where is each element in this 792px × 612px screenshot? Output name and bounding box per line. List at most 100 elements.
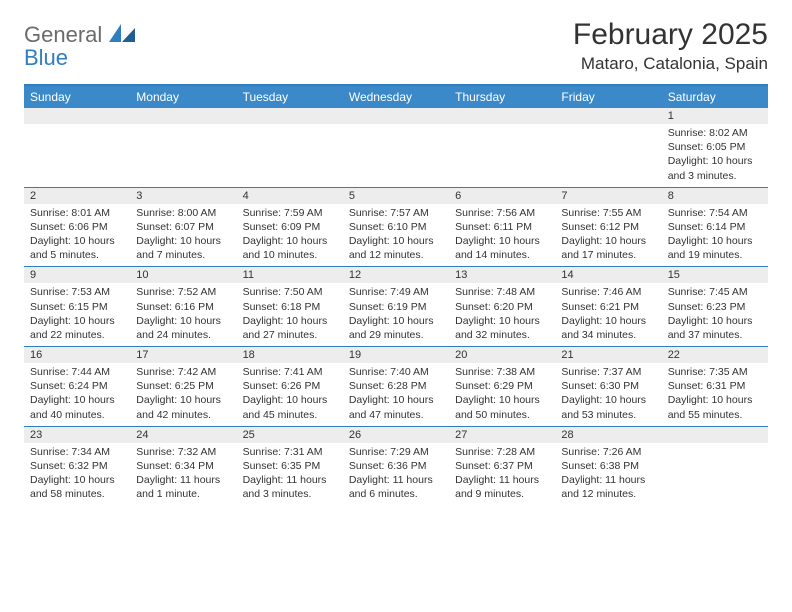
daylight-text: Daylight: 10 hours and 19 minutes. [668, 234, 762, 262]
sunset-text: Sunset: 6:24 PM [30, 379, 124, 393]
sunrise-text: Sunrise: 8:01 AM [30, 206, 124, 220]
sunset-text: Sunset: 6:16 PM [136, 300, 230, 314]
sunrise-text: Sunrise: 7:35 AM [668, 365, 762, 379]
day-number [24, 108, 130, 124]
calendar-day-cell: 25Sunrise: 7:31 AMSunset: 6:35 PMDayligh… [237, 427, 343, 506]
day-number: 19 [343, 347, 449, 363]
sunset-text: Sunset: 6:37 PM [455, 459, 549, 473]
sunset-text: Sunset: 6:19 PM [349, 300, 443, 314]
daylight-text: Daylight: 10 hours and 17 minutes. [561, 234, 655, 262]
day-body: Sunrise: 8:01 AMSunset: 6:06 PMDaylight:… [24, 204, 130, 267]
logo-word-blue: Blue [24, 45, 68, 70]
sunrise-text: Sunrise: 7:55 AM [561, 206, 655, 220]
weeks-container: 1Sunrise: 8:02 AMSunset: 6:05 PMDaylight… [24, 108, 768, 505]
calendar-week-row: 9Sunrise: 7:53 AMSunset: 6:15 PMDaylight… [24, 266, 768, 346]
day-number: 22 [662, 347, 768, 363]
calendar-day-cell: 14Sunrise: 7:46 AMSunset: 6:21 PMDayligh… [555, 267, 661, 346]
calendar-day-cell [449, 108, 555, 187]
day-body: Sunrise: 7:28 AMSunset: 6:37 PMDaylight:… [449, 443, 555, 506]
day-number [343, 108, 449, 124]
day-body: Sunrise: 7:56 AMSunset: 6:11 PMDaylight:… [449, 204, 555, 267]
calendar-day-cell: 9Sunrise: 7:53 AMSunset: 6:15 PMDaylight… [24, 267, 130, 346]
sunset-text: Sunset: 6:11 PM [455, 220, 549, 234]
sunset-text: Sunset: 6:35 PM [243, 459, 337, 473]
sunrise-text: Sunrise: 7:45 AM [668, 285, 762, 299]
day-number [237, 108, 343, 124]
daylight-text: Daylight: 10 hours and 29 minutes. [349, 314, 443, 342]
calendar-day-cell: 2Sunrise: 8:01 AMSunset: 6:06 PMDaylight… [24, 188, 130, 267]
daylight-text: Daylight: 10 hours and 3 minutes. [668, 154, 762, 182]
day-body: Sunrise: 7:49 AMSunset: 6:19 PMDaylight:… [343, 283, 449, 346]
day-number [449, 108, 555, 124]
calendar-day-cell: 24Sunrise: 7:32 AMSunset: 6:34 PMDayligh… [130, 427, 236, 506]
calendar-day-cell [237, 108, 343, 187]
daylight-text: Daylight: 10 hours and 12 minutes. [349, 234, 443, 262]
sunrise-text: Sunrise: 7:54 AM [668, 206, 762, 220]
calendar-day-cell: 17Sunrise: 7:42 AMSunset: 6:25 PMDayligh… [130, 347, 236, 426]
day-number: 1 [662, 108, 768, 124]
day-body: Sunrise: 7:44 AMSunset: 6:24 PMDaylight:… [24, 363, 130, 426]
sunset-text: Sunset: 6:32 PM [30, 459, 124, 473]
calendar-week-row: 16Sunrise: 7:44 AMSunset: 6:24 PMDayligh… [24, 346, 768, 426]
sunrise-text: Sunrise: 7:31 AM [243, 445, 337, 459]
day-number: 16 [24, 347, 130, 363]
day-body: Sunrise: 7:32 AMSunset: 6:34 PMDaylight:… [130, 443, 236, 506]
sunset-text: Sunset: 6:26 PM [243, 379, 337, 393]
calendar-day-cell: 12Sunrise: 7:49 AMSunset: 6:19 PMDayligh… [343, 267, 449, 346]
daylight-text: Daylight: 10 hours and 27 minutes. [243, 314, 337, 342]
sunset-text: Sunset: 6:10 PM [349, 220, 443, 234]
calendar-day-cell: 16Sunrise: 7:44 AMSunset: 6:24 PMDayligh… [24, 347, 130, 426]
calendar-week-row: 2Sunrise: 8:01 AMSunset: 6:06 PMDaylight… [24, 187, 768, 267]
calendar-day-cell: 7Sunrise: 7:55 AMSunset: 6:12 PMDaylight… [555, 188, 661, 267]
calendar-week-row: 23Sunrise: 7:34 AMSunset: 6:32 PMDayligh… [24, 426, 768, 506]
calendar-day-cell: 19Sunrise: 7:40 AMSunset: 6:28 PMDayligh… [343, 347, 449, 426]
day-body [237, 124, 343, 130]
daylight-text: Daylight: 11 hours and 6 minutes. [349, 473, 443, 501]
calendar-day-cell [662, 427, 768, 506]
daylight-text: Daylight: 10 hours and 37 minutes. [668, 314, 762, 342]
daylight-text: Daylight: 10 hours and 50 minutes. [455, 393, 549, 421]
day-body: Sunrise: 7:54 AMSunset: 6:14 PMDaylight:… [662, 204, 768, 267]
day-body: Sunrise: 7:45 AMSunset: 6:23 PMDaylight:… [662, 283, 768, 346]
calendar-day-cell: 3Sunrise: 8:00 AMSunset: 6:07 PMDaylight… [130, 188, 236, 267]
sunset-text: Sunset: 6:14 PM [668, 220, 762, 234]
sunset-text: Sunset: 6:25 PM [136, 379, 230, 393]
calendar-day-cell: 15Sunrise: 7:45 AMSunset: 6:23 PMDayligh… [662, 267, 768, 346]
daylight-text: Daylight: 10 hours and 10 minutes. [243, 234, 337, 262]
calendar-day-cell [343, 108, 449, 187]
day-body: Sunrise: 7:57 AMSunset: 6:10 PMDaylight:… [343, 204, 449, 267]
weekday-header: Wednesday [343, 86, 449, 108]
sunrise-text: Sunrise: 7:37 AM [561, 365, 655, 379]
day-number: 23 [24, 427, 130, 443]
sunrise-text: Sunrise: 7:57 AM [349, 206, 443, 220]
weekday-header: Saturday [662, 86, 768, 108]
day-body [24, 124, 130, 130]
calendar-day-cell: 8Sunrise: 7:54 AMSunset: 6:14 PMDaylight… [662, 188, 768, 267]
sunrise-text: Sunrise: 7:42 AM [136, 365, 230, 379]
day-number [130, 108, 236, 124]
logo-text-block: General Blue [24, 24, 135, 70]
sunrise-text: Sunrise: 7:29 AM [349, 445, 443, 459]
sunrise-text: Sunrise: 8:02 AM [668, 126, 762, 140]
sunrise-text: Sunrise: 7:40 AM [349, 365, 443, 379]
sunset-text: Sunset: 6:30 PM [561, 379, 655, 393]
day-number: 5 [343, 188, 449, 204]
weekday-header: Friday [555, 86, 661, 108]
calendar-day-cell [24, 108, 130, 187]
sunrise-text: Sunrise: 7:46 AM [561, 285, 655, 299]
day-number: 11 [237, 267, 343, 283]
day-number: 9 [24, 267, 130, 283]
day-number: 15 [662, 267, 768, 283]
day-body: Sunrise: 7:31 AMSunset: 6:35 PMDaylight:… [237, 443, 343, 506]
sunrise-text: Sunrise: 7:41 AM [243, 365, 337, 379]
sunrise-text: Sunrise: 7:49 AM [349, 285, 443, 299]
day-body: Sunrise: 7:41 AMSunset: 6:26 PMDaylight:… [237, 363, 343, 426]
daylight-text: Daylight: 11 hours and 9 minutes. [455, 473, 549, 501]
daylight-text: Daylight: 10 hours and 7 minutes. [136, 234, 230, 262]
sunrise-text: Sunrise: 7:56 AM [455, 206, 549, 220]
page-header: General Blue February 2025 Mataro, Catal… [24, 18, 768, 74]
day-body: Sunrise: 7:35 AMSunset: 6:31 PMDaylight:… [662, 363, 768, 426]
calendar-week-row: 1Sunrise: 8:02 AMSunset: 6:05 PMDaylight… [24, 108, 768, 187]
day-body [130, 124, 236, 130]
weekday-header: Tuesday [237, 86, 343, 108]
